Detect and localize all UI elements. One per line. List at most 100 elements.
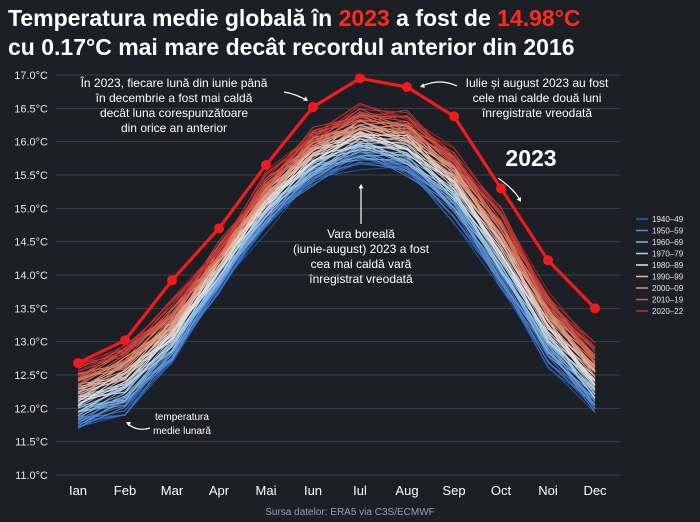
annotation-middle-text: cea mai caldă vară bbox=[311, 257, 412, 271]
historical-year-line bbox=[77, 134, 596, 400]
title-prefix: Temperatura medie globală în bbox=[8, 5, 339, 31]
legend-label: 1990–99 bbox=[652, 273, 684, 282]
y-tick-label: 12.5°C bbox=[14, 370, 48, 382]
y-tick-label: 13.5°C bbox=[14, 303, 48, 315]
historical-year-line bbox=[77, 112, 596, 367]
historical-year-line bbox=[77, 102, 596, 367]
series-2023-point bbox=[590, 303, 600, 314]
annotation-left-text: din orice an anterior bbox=[121, 121, 227, 135]
historical-year-line bbox=[77, 153, 596, 422]
arrow-right-annotation-head bbox=[420, 83, 425, 88]
x-axis: Ian Feb Mar Apr Mai Iun Iul Aug Sep Oct Noi Dec bbox=[69, 483, 607, 498]
historical-year-line bbox=[77, 156, 596, 418]
y-tick-label: 14.0°C bbox=[14, 270, 48, 282]
historical-year-line bbox=[77, 115, 596, 377]
series-2023-point bbox=[214, 223, 224, 234]
historical-year-line bbox=[77, 157, 596, 427]
arrow-year-label-head bbox=[516, 197, 521, 202]
annotation-right-text: înregistrate vreodată bbox=[481, 106, 592, 120]
chart-title-line2: cu 0.17°C mai mare decât recordul anteri… bbox=[8, 34, 575, 60]
x-tick-label: Iun bbox=[304, 483, 322, 498]
y-tick-label: 12.0°C bbox=[14, 403, 48, 415]
title-value: 14.98°C bbox=[497, 5, 581, 31]
y-tick-label: 17.0°C bbox=[14, 70, 48, 82]
x-tick-label: Mar bbox=[161, 483, 184, 498]
historical-year-line bbox=[77, 120, 596, 397]
y-tick-label: 15.0°C bbox=[14, 203, 48, 215]
legend-label: 1960–69 bbox=[652, 238, 684, 247]
y-tick-label: 15.5°C bbox=[14, 170, 48, 182]
legend: 1940–49 1950–59 1960–69 1970–79 1980–89 1990–… bbox=[636, 215, 684, 316]
historical-year-line bbox=[77, 155, 596, 412]
annotation-middle-text: înregistrat vreodată bbox=[308, 272, 413, 286]
y-tick-label: 16.0°C bbox=[14, 137, 48, 149]
x-tick-label: Dec bbox=[583, 483, 607, 498]
x-tick-label: Feb bbox=[114, 483, 136, 498]
historical-year-line bbox=[77, 144, 596, 409]
series-2023-point bbox=[449, 111, 459, 122]
year-2023-label: 2023 bbox=[505, 145, 556, 171]
y-tick-label: 13.0°C bbox=[14, 337, 48, 349]
legend-label: 1940–49 bbox=[652, 215, 684, 224]
series-2023-point bbox=[73, 358, 83, 368]
annotation-middle-text: (iunie-august) 2023 a fost bbox=[293, 242, 430, 256]
series-2023-point bbox=[120, 335, 130, 346]
historical-year-line bbox=[77, 150, 596, 428]
historical-year-line bbox=[77, 129, 596, 394]
chart-title-line1: Temperatura medie globală în 2023 a fost… bbox=[8, 4, 581, 32]
y-tick-label: 16.5°C bbox=[14, 103, 48, 115]
annotation-left-text: decât luna corespunzătoare bbox=[100, 106, 248, 120]
annotation-right-text: cele mai calde două luni bbox=[473, 91, 602, 105]
x-tick-label: Apr bbox=[209, 483, 230, 498]
source-note: Sursa datelor: ERA5 via C3S/ECMWF bbox=[265, 507, 435, 518]
annotation-left-text: în decembrie a fost mai caldă bbox=[95, 91, 253, 105]
arrow-bottom-left-annotation bbox=[127, 423, 151, 430]
annotation-middle-text: Vara boreală bbox=[327, 227, 395, 241]
annotation-bottom-left-text: temperatura bbox=[155, 412, 209, 423]
y-tick-label: 11.0°C bbox=[15, 470, 48, 482]
historical-lines bbox=[77, 102, 596, 429]
historical-year-line bbox=[77, 148, 596, 429]
legend-label: 1970–79 bbox=[652, 250, 684, 259]
legend-label: 2020–22 bbox=[652, 307, 684, 316]
x-tick-label: Noi bbox=[538, 483, 558, 498]
arrow-left-annotation-head bbox=[303, 96, 308, 101]
y-tick-label: 11.5°C bbox=[15, 437, 48, 449]
legend-label: 2010–19 bbox=[652, 296, 684, 305]
x-tick-label: Mai bbox=[256, 483, 277, 498]
series-2023-point bbox=[496, 183, 506, 194]
arrow-left-annotation bbox=[283, 91, 307, 101]
x-tick-label: Iul bbox=[353, 483, 367, 498]
y-axis: 11.0°C 11.5°C 12.0°C 12.5°C 13.0°C 13.5°C 14.0… bbox=[14, 70, 48, 482]
series-2023 bbox=[73, 73, 600, 368]
legend-label: 1950–59 bbox=[652, 227, 684, 236]
x-tick-label: Sep bbox=[442, 483, 465, 498]
legend-label: 2000–09 bbox=[652, 284, 684, 293]
series-2023-point bbox=[402, 82, 412, 92]
series-2023-point bbox=[543, 255, 553, 266]
arrow-bottom-left-annotation-head bbox=[126, 422, 131, 427]
annotation-right-text: Iulie și august 2023 au fost bbox=[466, 76, 609, 90]
series-2023-line bbox=[77, 76, 597, 365]
series-2023-point bbox=[167, 275, 177, 286]
historical-year-line bbox=[77, 124, 596, 393]
x-tick-label: Ian bbox=[69, 483, 87, 498]
series-2023-point bbox=[355, 73, 365, 84]
title-year: 2023 bbox=[338, 5, 390, 31]
series-2023-point bbox=[308, 102, 318, 112]
annotation-left-text: În 2023, fiecare lună din iunie până bbox=[80, 75, 268, 90]
x-tick-label: Oct bbox=[491, 483, 512, 498]
x-tick-label: Aug bbox=[395, 483, 418, 498]
series-2023-point bbox=[261, 160, 271, 170]
arrow-middle-annotation-head bbox=[358, 184, 364, 189]
annotation-bottom-left-text: medie lunară bbox=[153, 426, 211, 437]
title-mid: a fost de bbox=[389, 5, 498, 31]
historical-year-line bbox=[77, 123, 596, 390]
legend-label: 1980–89 bbox=[652, 261, 684, 270]
y-tick-label: 14.5°C bbox=[14, 237, 48, 249]
arrow-right-annotation bbox=[421, 81, 458, 87]
historical-year-line bbox=[77, 104, 596, 372]
